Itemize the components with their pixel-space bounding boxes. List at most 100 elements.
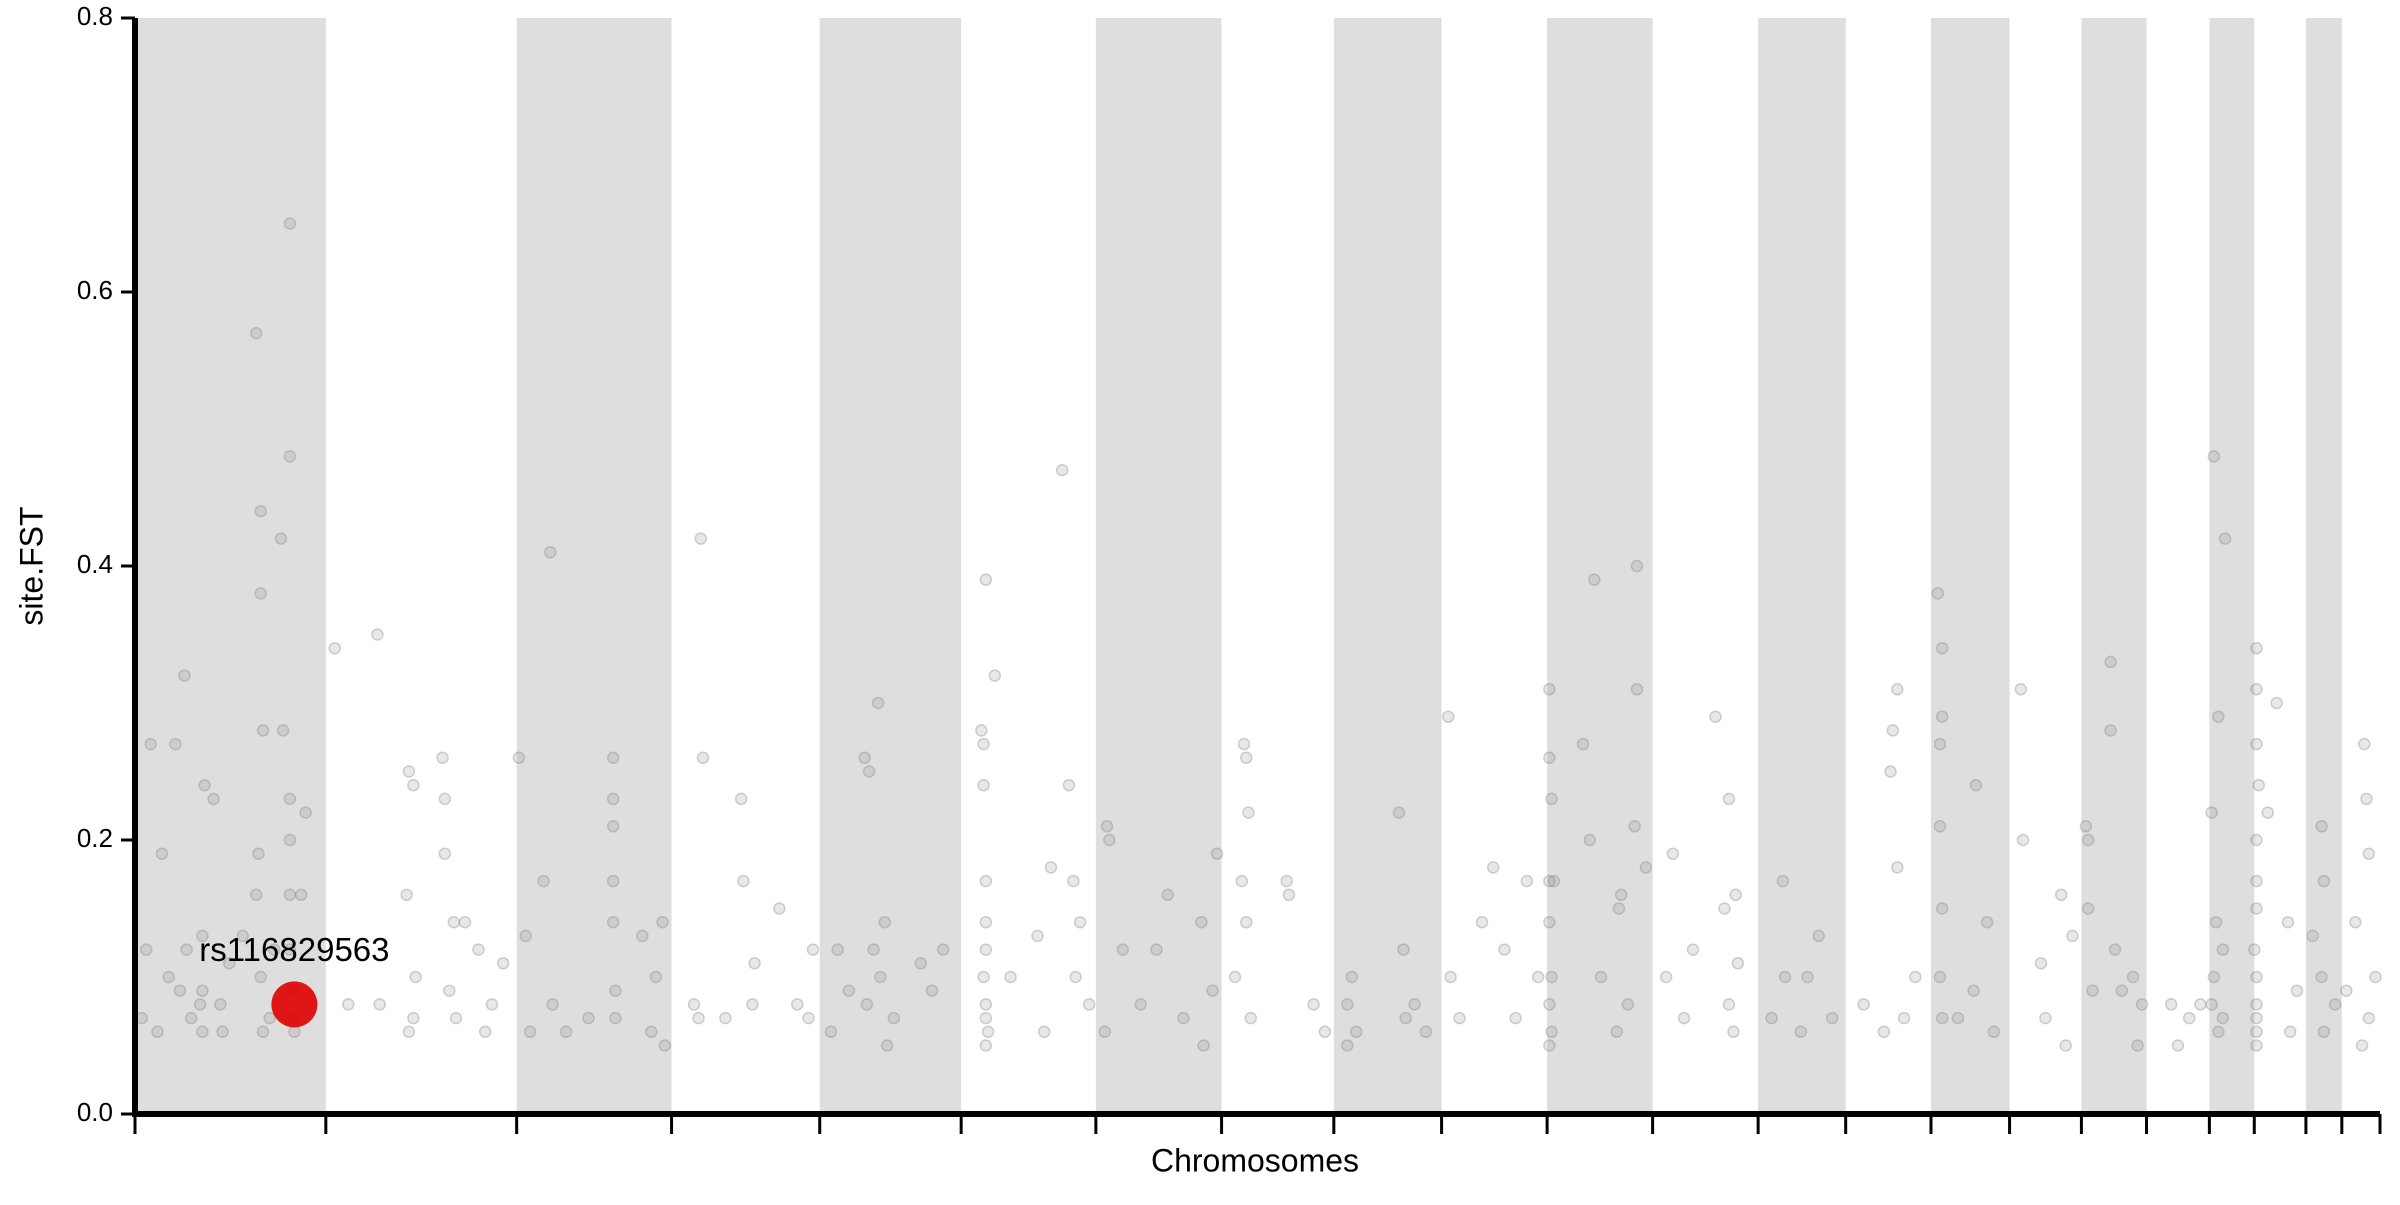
point <box>867 943 880 956</box>
point <box>2261 806 2274 819</box>
point <box>1666 847 1680 860</box>
point <box>2250 641 2263 655</box>
point <box>773 902 786 915</box>
point <box>2034 957 2048 970</box>
point <box>1987 1025 2001 1039</box>
point <box>1727 1025 1740 1039</box>
highlight-label: rs116829563 <box>199 931 389 968</box>
point <box>283 888 297 902</box>
point <box>1044 861 1058 874</box>
point <box>400 888 413 902</box>
point <box>1545 970 1558 984</box>
point <box>254 970 267 984</box>
point <box>878 915 892 929</box>
point <box>1318 1025 1332 1039</box>
point <box>609 984 622 997</box>
point <box>687 998 701 1011</box>
point <box>2104 724 2117 737</box>
point <box>151 1025 164 1039</box>
point <box>2066 929 2079 943</box>
point <box>2131 1039 2144 1052</box>
point <box>1543 998 1556 1011</box>
point <box>2362 1011 2376 1025</box>
point <box>606 820 620 833</box>
point <box>2207 450 2221 463</box>
point <box>1210 847 1224 860</box>
point <box>2328 998 2342 1011</box>
chromosome-band <box>1758 18 1846 1114</box>
point <box>656 915 669 929</box>
point <box>606 792 620 806</box>
point <box>2250 902 2263 915</box>
point <box>1825 1011 1839 1025</box>
points: rs116829563 <box>135 217 2382 1052</box>
point <box>1161 888 1174 902</box>
chromosome-band <box>516 18 672 1114</box>
point <box>544 546 557 559</box>
point <box>2317 1025 2331 1039</box>
point <box>342 998 355 1011</box>
point <box>184 1011 198 1025</box>
point <box>1282 888 1296 902</box>
point <box>2164 998 2178 1011</box>
point <box>2104 655 2117 669</box>
point <box>328 641 342 655</box>
point <box>155 847 169 860</box>
point <box>2014 683 2028 696</box>
point <box>1765 1011 1778 1025</box>
point <box>546 998 559 1011</box>
point <box>806 943 820 956</box>
point <box>2108 943 2122 956</box>
point <box>1933 737 1947 751</box>
chromosome-band <box>2305 18 2342 1114</box>
y-axis-label: site.FST <box>13 506 49 625</box>
point <box>288 1025 301 1039</box>
point <box>1891 861 1904 874</box>
point <box>1197 1039 1210 1052</box>
point <box>609 1011 622 1025</box>
point <box>2317 874 2331 888</box>
point <box>2016 833 2030 847</box>
point <box>249 326 263 340</box>
point <box>1935 641 1949 655</box>
y-tick-label: 0.8 <box>77 1 113 31</box>
point <box>1659 970 1673 984</box>
point <box>979 573 993 586</box>
point <box>196 984 209 997</box>
point <box>1980 915 1994 929</box>
point <box>606 751 620 765</box>
point <box>256 1025 270 1039</box>
point <box>1951 1011 1965 1025</box>
chromosome-band <box>2081 18 2147 1114</box>
point <box>1630 559 1644 573</box>
point <box>977 778 990 792</box>
point <box>1543 751 1556 765</box>
point <box>1722 998 1736 1011</box>
point <box>1341 1039 1354 1052</box>
point <box>2250 1011 2263 1025</box>
point <box>979 915 993 929</box>
point <box>283 833 297 847</box>
point <box>606 915 620 929</box>
point <box>458 915 472 929</box>
point <box>1909 970 1922 984</box>
point <box>936 943 950 956</box>
point <box>2086 984 2099 997</box>
point <box>1545 1025 1558 1039</box>
point <box>1686 943 1700 956</box>
point <box>1543 874 1556 888</box>
point <box>1594 970 1608 984</box>
point <box>719 1011 732 1025</box>
y-tick-label: 0.6 <box>77 275 113 305</box>
point <box>512 751 526 765</box>
point <box>449 1011 463 1025</box>
point <box>887 1011 901 1025</box>
point <box>1812 929 1825 943</box>
point <box>2250 1025 2263 1039</box>
y-tick-label: 0.0 <box>77 1097 113 1127</box>
point <box>1397 943 1410 956</box>
point <box>1610 1025 1623 1039</box>
point <box>975 724 988 737</box>
point <box>1392 806 1406 819</box>
